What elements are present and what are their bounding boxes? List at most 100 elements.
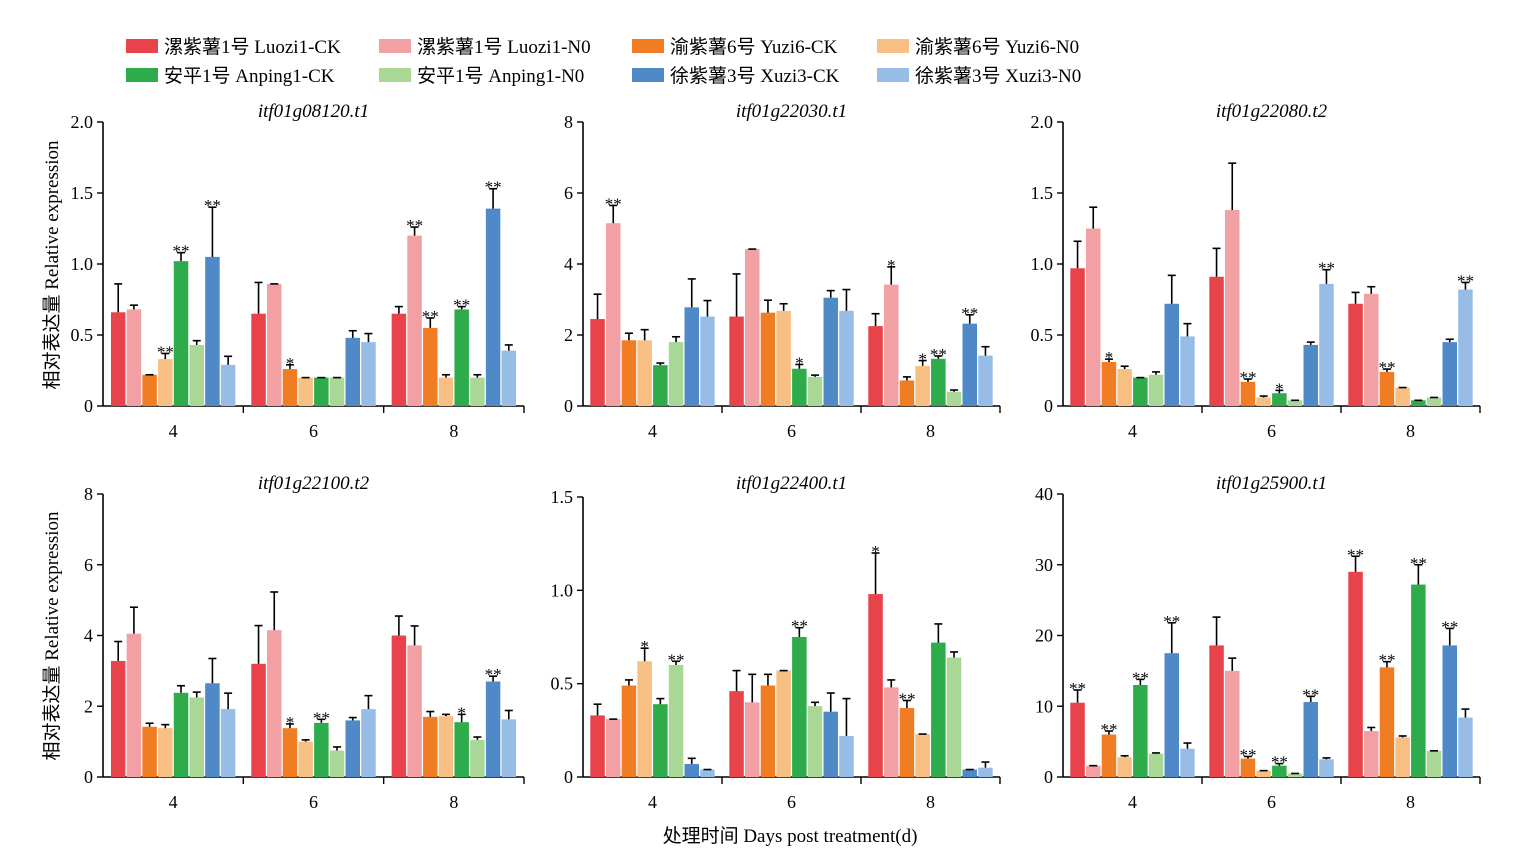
legend-label: 漯紫薯1号 Luozi1-CK	[164, 36, 341, 58]
bar	[868, 326, 883, 406]
significance-mark: **	[1100, 720, 1117, 739]
bar	[329, 750, 345, 777]
y-tick-label: 0	[564, 396, 573, 416]
bar	[637, 661, 652, 777]
y-tick-label: 0	[84, 396, 93, 416]
bar	[298, 377, 313, 406]
bar	[1240, 381, 1256, 406]
bar	[700, 316, 715, 406]
bar	[884, 284, 899, 406]
bar	[978, 767, 993, 777]
bar	[1348, 571, 1363, 777]
legend-swatch	[126, 68, 158, 82]
bar	[946, 391, 962, 406]
x-tick-label: 4	[1128, 792, 1137, 812]
bar	[1395, 737, 1410, 777]
bar	[470, 739, 485, 777]
legend-swatch	[632, 68, 664, 82]
bar	[1070, 702, 1085, 777]
bar	[962, 769, 977, 777]
bar	[501, 719, 517, 777]
bar	[1442, 645, 1457, 777]
bar	[189, 697, 204, 777]
bar	[1272, 765, 1287, 777]
significance-mark: *	[918, 350, 927, 369]
bar	[158, 728, 173, 777]
x-tick-label: 4	[648, 421, 657, 441]
y-tick-label: 10	[1035, 696, 1053, 716]
x-tick-label: 4	[648, 792, 657, 812]
bar	[621, 340, 637, 406]
bar	[361, 709, 376, 777]
legend-swatch	[379, 39, 411, 53]
chart-title: itf01g25900.t1	[1216, 473, 1327, 494]
bar	[110, 312, 126, 406]
significance-mark: **	[961, 304, 978, 323]
bar	[454, 722, 469, 777]
x-tick-label: 8	[1406, 792, 1415, 812]
significance-mark: **	[605, 194, 622, 213]
chart-panel: itf01g25900.t1 0 10 20 30 40 4 6 8 ** ** ** ** ** ** **…	[1035, 473, 1481, 812]
bar	[1070, 268, 1085, 406]
bar	[915, 365, 930, 406]
bar	[590, 319, 605, 406]
bar	[361, 342, 376, 406]
bar	[407, 645, 422, 777]
bar	[807, 706, 823, 777]
bar	[1148, 753, 1164, 777]
y-tick-label: 8	[84, 484, 93, 504]
y-tick-label: 1.0	[551, 580, 574, 600]
x-tick-label: 4	[169, 421, 178, 441]
bar	[684, 307, 699, 406]
y-tick-label: 4	[564, 254, 573, 274]
bar	[454, 309, 469, 406]
y-tick-label: 1.5	[1031, 183, 1054, 203]
y-tick-label: 2	[564, 325, 573, 345]
x-tick-label: 6	[309, 421, 318, 441]
significance-mark: *	[1105, 348, 1114, 367]
significance-mark: **	[313, 708, 330, 727]
legend-label: 安平1号 Anping1-N0	[417, 65, 584, 87]
y-tick-label: 2	[84, 696, 93, 716]
bar	[884, 687, 899, 777]
bar	[345, 720, 360, 777]
bar	[962, 323, 977, 406]
bar	[1379, 371, 1395, 406]
significance-mark: **	[898, 689, 915, 708]
y-tick-label: 20	[1035, 626, 1053, 646]
y-tick-label: 8	[564, 112, 573, 132]
bar	[267, 630, 282, 777]
bar	[1319, 759, 1334, 777]
legend-swatch	[877, 39, 909, 53]
bar	[1272, 393, 1287, 406]
bar	[1117, 757, 1132, 777]
significance-mark: **	[1069, 679, 1086, 698]
bar	[391, 635, 407, 777]
significance-mark: *	[286, 354, 295, 373]
bar	[391, 313, 407, 406]
bar	[423, 327, 438, 406]
legend-label: 渝紫薯6号 Yuzi6-N0	[915, 36, 1079, 58]
significance-mark: **	[1441, 617, 1458, 636]
bar	[668, 342, 684, 406]
bar	[1256, 770, 1271, 777]
bar	[1086, 228, 1101, 406]
y-tick-label: 0	[1044, 767, 1053, 787]
bar	[251, 313, 266, 406]
bar	[729, 691, 744, 777]
bar	[298, 741, 313, 777]
legend-swatch	[126, 39, 158, 53]
bar	[1379, 667, 1395, 777]
bar	[1303, 344, 1318, 406]
bar	[792, 637, 807, 777]
bar	[823, 711, 838, 777]
bar	[1209, 645, 1224, 777]
bar	[1133, 377, 1148, 406]
bar	[485, 681, 501, 777]
significance-mark: **	[485, 665, 502, 684]
bar	[1411, 584, 1426, 777]
significance-mark: **	[1410, 554, 1427, 573]
y-tick-label: 0.5	[551, 674, 574, 694]
